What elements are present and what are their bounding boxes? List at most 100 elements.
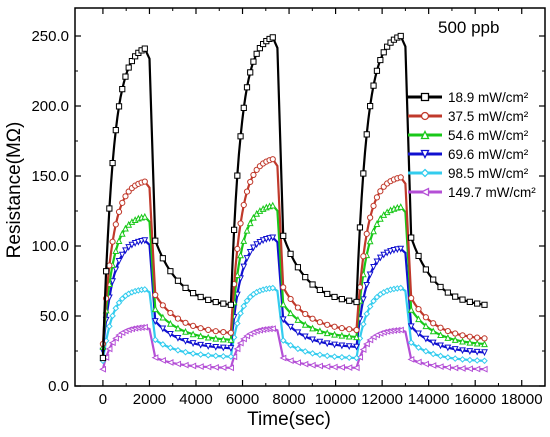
data-point [397,203,405,210]
data-point [227,336,235,343]
data-point [363,281,371,289]
data-point [212,343,220,351]
data-point [197,351,204,358]
data-point [397,326,404,334]
data-point [459,296,466,303]
data-point [166,330,174,338]
data-point [236,339,244,347]
data-point [429,339,437,347]
data-point [316,362,323,370]
series-98-5 [99,284,488,365]
data-point [212,363,219,371]
data-point [118,229,126,237]
legend-label: 149.7 mW/cm² [448,185,536,200]
data-point [112,127,119,134]
data-point [373,67,381,74]
data-point [323,340,331,348]
data-point [294,359,302,367]
legend-item: 69.6 mW/cm² [408,147,529,162]
data-point [108,339,116,347]
data-point [363,310,371,318]
data-point [444,327,451,335]
data-point [331,341,338,349]
data-point [182,284,189,291]
data-point [444,364,451,371]
data-point [301,320,309,328]
data-point [330,363,338,371]
data-point [227,364,234,372]
data-point [429,362,437,369]
data-point [415,252,422,260]
data-point [415,306,422,313]
data-point [360,170,367,177]
data-point [415,315,422,323]
data-point [234,245,241,253]
data-point [219,344,227,352]
y-tick-label: 50.0 [40,308,69,325]
data-point [444,354,452,361]
data-point [151,318,159,325]
data-point [338,363,345,371]
data-point [387,248,394,255]
data-point [429,350,437,358]
data-point [338,296,345,303]
plot-area [99,32,488,373]
data-point [159,255,166,262]
data-point [302,310,309,318]
data-point [159,357,166,364]
data-point [243,297,251,305]
data-point [466,338,474,346]
data-point [231,226,238,233]
data-point [473,339,481,347]
data-point [240,104,247,111]
data-point [109,159,116,167]
data-point [189,350,197,357]
data-point [167,344,174,352]
data-point [227,345,235,352]
data-point [115,208,123,216]
data-point [189,362,197,370]
data-point [182,327,189,335]
data-point [377,188,384,195]
data-point [182,337,189,345]
series-37-5 [99,156,488,348]
data-point [204,352,212,359]
data-point [422,322,430,330]
data-point [102,354,110,361]
data-point [294,316,302,323]
y-tick-label: 0.0 [48,378,69,395]
legend-item: 149.7 mW/cm² [408,185,536,200]
data-point [141,323,148,331]
data-point [422,360,429,368]
data-point [323,363,331,371]
data-point [269,325,276,333]
data-point [279,300,287,308]
data-point [359,296,367,304]
data-point [437,352,444,360]
legend-marker [420,187,430,197]
series-149-7 [99,323,488,373]
data-point [174,324,182,332]
data-point [287,309,294,317]
data-point [466,298,473,306]
y-tick-label: 250.0 [31,28,69,45]
data-point [240,335,247,343]
data-point [259,237,267,245]
data-point [234,172,241,179]
data-point [246,293,254,301]
legend-marker [420,130,430,140]
data-point [189,290,197,297]
data-point [287,341,294,349]
data-point [204,363,212,371]
x-tick-label: 14000 [408,391,450,408]
data-point [159,325,167,333]
data-point [331,323,338,330]
data-point [112,266,120,274]
data-point [287,323,294,331]
data-point [159,341,167,348]
data-point [279,316,287,324]
data-point [316,338,324,346]
legend-marker [420,149,430,159]
data-point [152,291,159,299]
data-point [380,251,388,259]
